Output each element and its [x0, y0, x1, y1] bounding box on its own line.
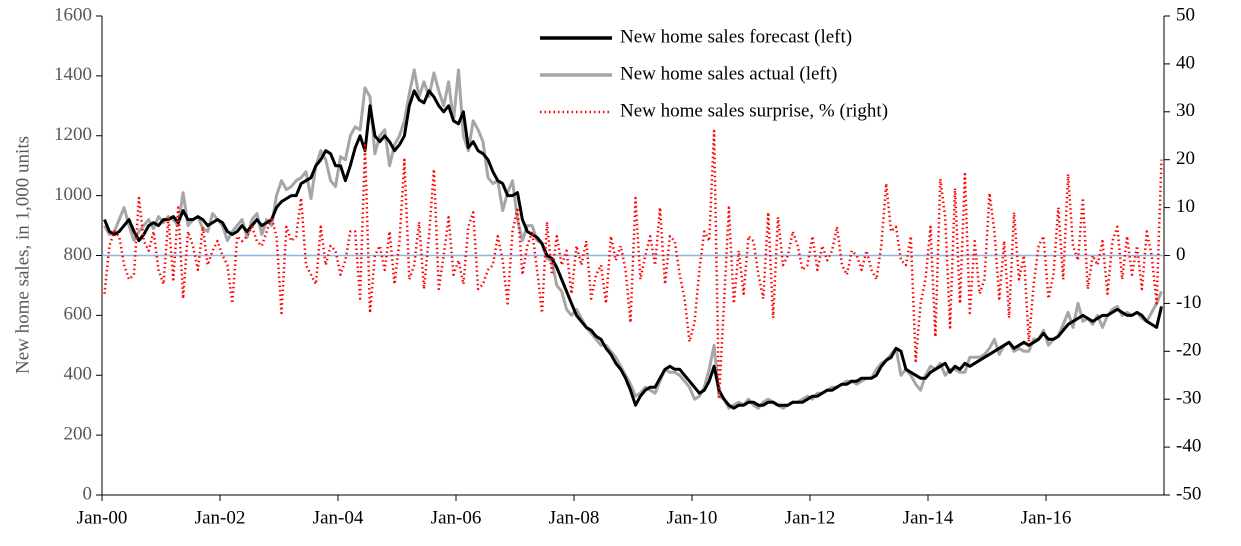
y-tick-label: 1000: [54, 184, 92, 205]
y2-tick-label: 0: [1176, 244, 1186, 265]
y-tick-label: 200: [64, 423, 93, 444]
x-tick-label: Jan-02: [195, 507, 246, 528]
y2-tick-label: 20: [1176, 148, 1195, 169]
y-tick-label: 1400: [54, 64, 92, 85]
series-line: [103, 89, 1163, 410]
x-tick-label: Jan-00: [77, 507, 128, 528]
y2-tick-label: -10: [1176, 292, 1201, 313]
y2-tick-label: -50: [1176, 483, 1201, 504]
y-tick-label: 0: [83, 483, 93, 504]
legend-label: New home sales actual (left): [620, 63, 837, 84]
series-line: [103, 68, 1163, 410]
y2-tick-label: -20: [1176, 340, 1201, 361]
x-tick-label: Jan-04: [313, 507, 364, 528]
x-tick-label: Jan-10: [667, 507, 718, 528]
legend-label: New home sales forecast (left): [620, 26, 852, 47]
x-tick-label: Jan-06: [431, 507, 482, 528]
y2-tick-label: 10: [1176, 196, 1195, 217]
x-tick-label: Jan-08: [549, 507, 600, 528]
y2-tick-label: -30: [1176, 388, 1201, 409]
y2-tick-label: 50: [1176, 4, 1195, 25]
y2-tick-label: 30: [1176, 100, 1195, 121]
y-tick-label: 1600: [54, 4, 92, 25]
y2-tick-label: 40: [1176, 52, 1195, 73]
x-tick-label: Jan-14: [903, 507, 954, 528]
y-axis-label: New home sales, in 1,000 units: [12, 136, 33, 374]
y-tick-label: 800: [64, 244, 93, 265]
legend-label: New home sales surprise, % (right): [620, 100, 888, 121]
x-tick-label: Jan-16: [1021, 507, 1072, 528]
y-tick-label: 400: [64, 364, 93, 385]
y2-tick-label: -40: [1176, 435, 1201, 456]
series-line: [103, 129, 1163, 401]
x-tick-label: Jan-12: [785, 507, 836, 528]
y-tick-label: 600: [64, 304, 93, 325]
y-tick-label: 1200: [54, 124, 92, 145]
